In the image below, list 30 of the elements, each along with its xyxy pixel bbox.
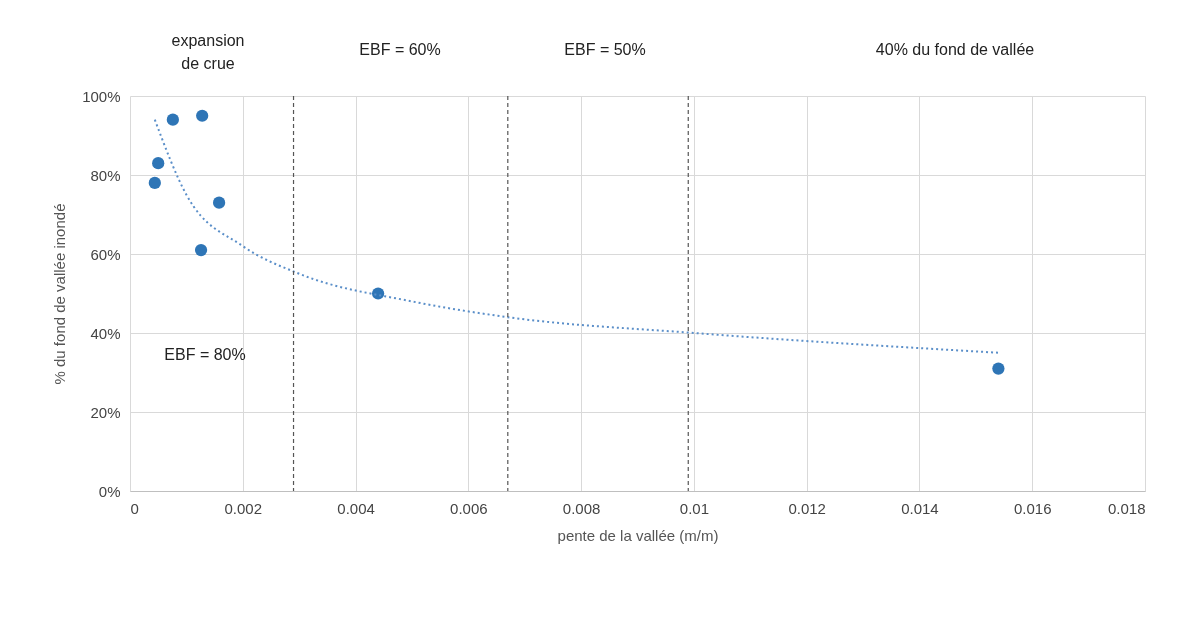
y-tick-label: 100%: [82, 87, 121, 105]
text: 40% du fond de vallée: [875, 41, 1035, 58]
point: [992, 362, 1005, 375]
y-tick-label: 60%: [90, 245, 121, 263]
y-tick-label: 0%: [98, 482, 121, 500]
x-axis-title: pente de la vallée (m/m): [557, 526, 719, 544]
y-tick-label: 80%: [90, 166, 121, 184]
x-tick-label: 0: [130, 499, 139, 517]
text: EBF = 60%: [359, 41, 441, 58]
x-tick-label: 0.012: [788, 499, 826, 517]
x-tick-label: 0.006: [450, 499, 488, 517]
point: [212, 196, 226, 209]
y-tick-label: 40%: [90, 324, 121, 342]
text: expansion de crue: [171, 32, 245, 72]
point: [148, 176, 161, 190]
x-tick-label: 0.002: [224, 499, 263, 517]
x-tick-label: 0.008: [562, 499, 601, 517]
x-tick-label: 0.016: [1013, 499, 1052, 517]
point: [152, 157, 165, 170]
x-tick-label: 0.004: [337, 499, 375, 517]
y-axis-title: % du fond de vallée inondé: [51, 203, 69, 385]
point: [166, 113, 179, 126]
annotation: EBF = 80%: [164, 346, 246, 363]
point: [194, 243, 208, 257]
x-tick-label: 0.018: [1107, 499, 1146, 517]
y-tick-label: 20%: [90, 403, 121, 421]
x-tick-label: 0.014: [901, 499, 939, 517]
text: EBF = 50%: [564, 41, 646, 58]
point: [196, 109, 209, 122]
x-tick-label: 0.01: [679, 499, 709, 517]
